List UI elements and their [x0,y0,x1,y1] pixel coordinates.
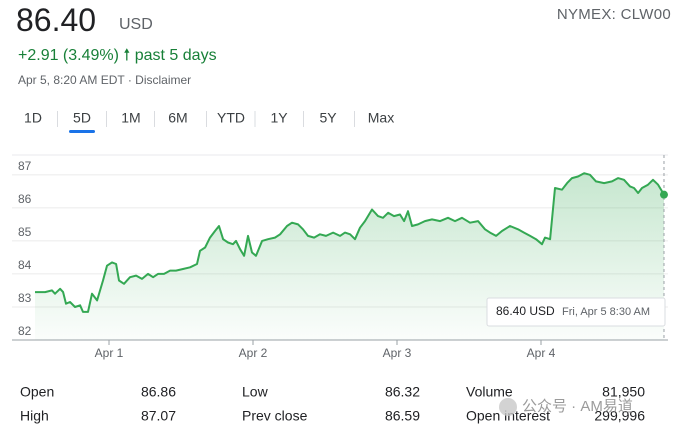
stat-value: 86.59 [385,408,420,424]
stat-value: 299,996 [594,408,645,424]
range-tab[interactable]: 6M [168,110,187,126]
y-tick-label: 86 [18,192,32,206]
tooltip-time: Fri, Apr 5 8:30 AM [562,306,650,318]
stat-label: Low [242,384,269,400]
x-tick-label: Apr 1 [95,346,124,360]
change-arrow: 🠕 [123,47,131,64]
tooltip-box [486,297,666,327]
stat-value: 87.07 [141,408,176,424]
hover-dot [659,190,668,199]
stat-label: Open [20,384,54,400]
x-tick-label: Apr 3 [383,346,412,360]
price: 86.40 [16,2,97,38]
stat-value: 81,950 [602,384,645,400]
range-tab[interactable]: YTD [217,110,245,126]
range-tab[interactable]: 1M [121,110,140,126]
range-tab[interactable]: 1Y [270,110,288,126]
x-tick-label: Apr 4 [527,346,556,360]
y-tick-label: 85 [18,225,32,239]
x-tick-label: Apr 2 [239,346,268,360]
range-tab[interactable]: 1D [24,110,42,126]
range-tab[interactable]: 5D [73,110,91,126]
watermark: 公众号 · AM易道 [522,398,633,415]
tab-underline [69,130,95,133]
y-tick-label: 87 [18,159,32,173]
symbol: NYMEX: CLW00 [556,6,671,23]
y-tick-label: 84 [18,258,32,272]
stat-value: 86.32 [385,384,420,400]
timestamp[interactable]: Apr 5, 8:20 AM EDT · Disclaimer [18,73,192,87]
stat-label: High [20,408,49,424]
stat-label: Volume [466,384,513,400]
change-value: +2.91 (3.49%) [18,47,119,64]
change: +2.91 (3.49%) 🠕 past 5 days [18,44,217,71]
watermark-icon [499,398,517,416]
range-tab[interactable]: 5Y [319,110,337,126]
currency: USD [119,16,153,33]
change-period: past 5 days [134,47,217,64]
range-tab[interactable]: Max [368,110,394,126]
stat-value: 86.86 [141,384,176,400]
price-line [35,172,665,313]
tooltip-value: 86.40 USD [496,304,555,318]
stat-label: Prev close [242,408,308,424]
y-tick-label: 83 [18,291,32,305]
y-tick-label: 82 [18,324,32,338]
